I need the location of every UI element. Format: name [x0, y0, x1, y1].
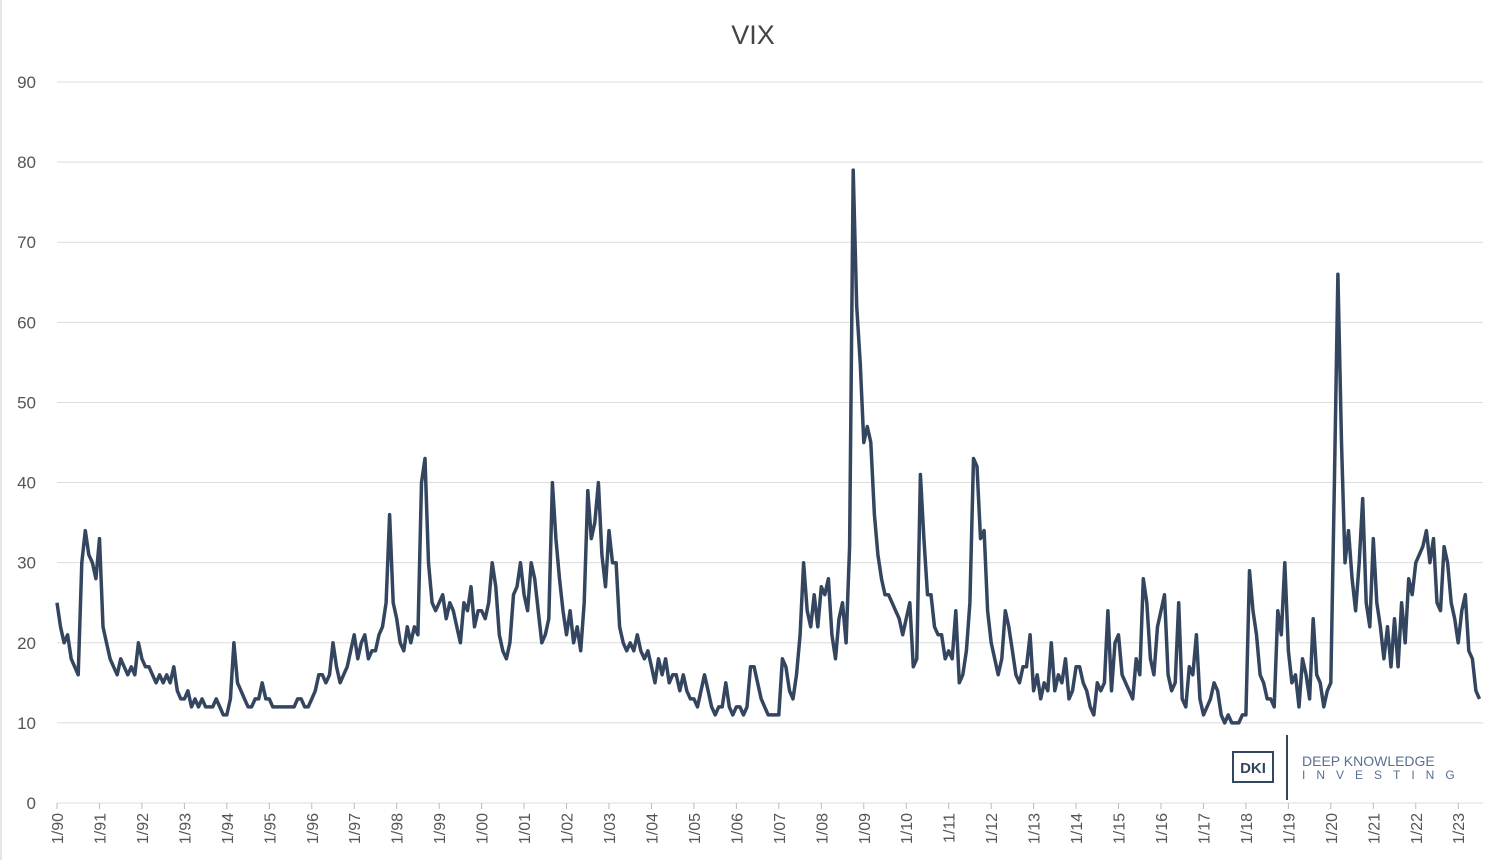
chart-title: VIX	[731, 20, 775, 50]
x-tick-label: 1/92	[135, 813, 152, 844]
x-tick-label: 1/98	[390, 813, 407, 844]
x-tick-label: 1/16	[1154, 813, 1171, 844]
y-tick-label: 20	[17, 634, 36, 653]
x-tick-label: 1/18	[1239, 813, 1256, 844]
x-tick-label: 1/13	[1027, 813, 1044, 844]
x-tick-label: 1/19	[1281, 813, 1298, 844]
logo-mark: DKI	[1240, 760, 1266, 777]
x-tick-label: 1/12	[984, 813, 1001, 844]
x-tick-label: 1/14	[1069, 813, 1086, 844]
x-tick-label: 1/08	[814, 813, 831, 844]
logo-box	[1232, 751, 1274, 783]
vix-line	[55, 168, 1482, 725]
y-tick-label: 30	[17, 554, 36, 573]
x-tick-label: 1/04	[644, 813, 661, 844]
logo-line2: INVESTING	[1302, 768, 1466, 782]
y-tick-label: 10	[17, 714, 36, 733]
x-tick-label: 1/90	[50, 813, 67, 844]
x-tick-label: 1/23	[1451, 813, 1468, 844]
x-tick-label: 1/17	[1196, 813, 1213, 844]
y-tick-label: 70	[17, 233, 36, 252]
x-tick-label: 1/02	[560, 813, 577, 844]
x-tick-label: 1/97	[347, 813, 364, 844]
y-tick-label: 40	[17, 474, 36, 493]
x-tick-label: 1/91	[92, 813, 109, 844]
x-tick-label: 1/22	[1409, 813, 1426, 844]
x-tick-label: 1/07	[772, 813, 789, 844]
y-tick-label: 0	[27, 794, 36, 813]
x-tick-label: 1/00	[475, 813, 492, 844]
x-tick-label: 1/93	[177, 813, 194, 844]
x-tick-label: 1/06	[729, 813, 746, 844]
x-tick-label: 1/21	[1366, 813, 1383, 844]
logo: DKI DEEP KNOWLEDGE INVESTING	[1232, 735, 1466, 800]
y-tick-label: 60	[17, 313, 36, 332]
y-tick-label: 90	[17, 73, 36, 92]
x-tick-label: 1/09	[857, 813, 874, 844]
x-tick-label: 1/11	[942, 813, 959, 843]
x-tick-label: 1/94	[220, 813, 237, 844]
y-tick-label: 50	[17, 393, 36, 412]
x-tick-label: 1/96	[305, 813, 322, 844]
x-tick-label: 1/03	[602, 813, 619, 844]
x-tick-label: 1/99	[432, 813, 449, 844]
y-tick-label: 80	[17, 153, 36, 172]
x-tick-label: 1/10	[899, 813, 916, 844]
x-tick-label: 1/01	[517, 813, 534, 844]
x-tick-label: 1/15	[1112, 813, 1129, 844]
logo-line1: DEEP KNOWLEDGE	[1302, 753, 1435, 769]
x-tick-label: 1/95	[262, 813, 279, 844]
x-tick-label: 1/20	[1324, 813, 1341, 844]
x-tick-label: 1/05	[687, 813, 704, 844]
